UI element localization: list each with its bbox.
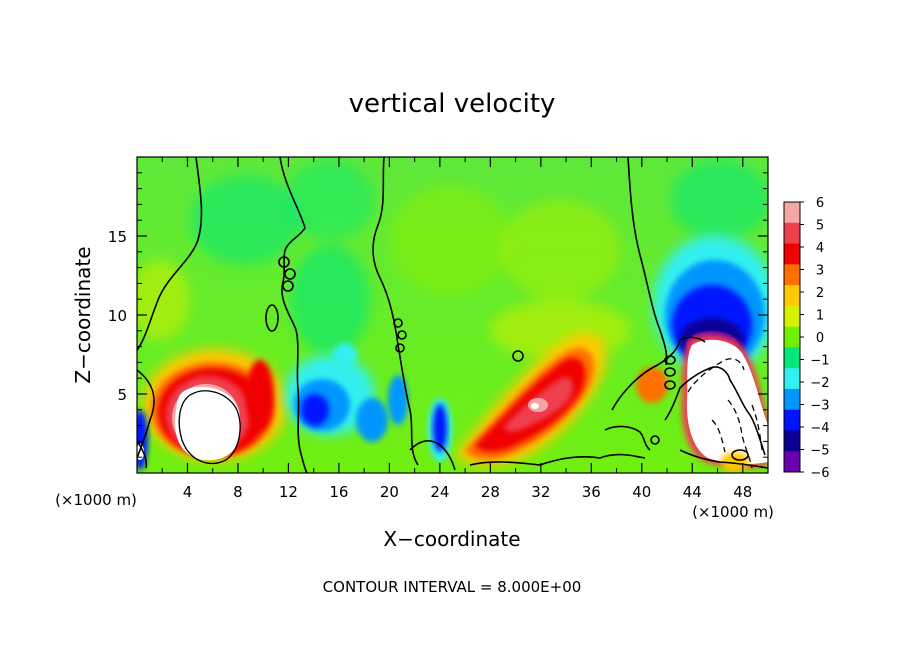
contour-line-dashed bbox=[687, 358, 745, 393]
contour-line bbox=[137, 369, 155, 459]
contour-line bbox=[731, 449, 749, 461]
chart-title: vertical velocity bbox=[349, 89, 556, 119]
contour-line bbox=[178, 390, 241, 464]
y-tick-label: 15 bbox=[108, 228, 127, 246]
right-system bbox=[636, 235, 768, 472]
contour-line bbox=[279, 157, 308, 473]
colorbar-swatch bbox=[784, 347, 800, 369]
narrow-downdraft bbox=[428, 398, 452, 462]
colorbar-swatch bbox=[784, 202, 800, 224]
colorbar-label: 4 bbox=[816, 241, 824, 256]
contour-line bbox=[137, 157, 203, 351]
colorbar-swatch bbox=[784, 326, 800, 348]
colorbar-label: 3 bbox=[816, 264, 824, 279]
left-updraft bbox=[137, 349, 287, 470]
contour-line bbox=[409, 440, 456, 471]
velocity-field bbox=[137, 157, 768, 473]
colorbar: 6 5 4 3 2 1 0 −1 −2 −3 −4 −5 −6 bbox=[783, 196, 830, 481]
x-tick-label: 20 bbox=[380, 483, 399, 501]
contour-line bbox=[611, 336, 706, 411]
colorbar-label: 2 bbox=[816, 286, 824, 301]
dashed-contours bbox=[687, 358, 763, 469]
x-tick-label: 24 bbox=[430, 483, 449, 501]
contour-line bbox=[664, 355, 676, 365]
x-tick-label: 16 bbox=[329, 483, 348, 501]
contour-line bbox=[278, 256, 290, 268]
contour-line bbox=[679, 449, 768, 469]
contour-line-dashed bbox=[751, 404, 763, 451]
x-tick-label: 40 bbox=[632, 483, 651, 501]
contour-line bbox=[627, 157, 668, 366]
x-axis: 4 8 12 16 20 24 28 32 36 40 44 48 bbox=[161, 157, 752, 501]
x-unit-left: (×1000 m) bbox=[55, 491, 137, 509]
colorbar-label: −6 bbox=[810, 466, 829, 481]
y-tick-label: 10 bbox=[108, 307, 127, 325]
x-tick-label: 12 bbox=[279, 483, 298, 501]
colorbar-label: 5 bbox=[816, 219, 824, 234]
y-axis-label: Z−coordinate bbox=[71, 246, 95, 383]
x-tick-label: 4 bbox=[183, 483, 193, 501]
contour-line bbox=[372, 157, 419, 466]
x-unit-right: (×1000 m) bbox=[692, 503, 774, 521]
contour-line bbox=[265, 304, 279, 332]
x-tick-label: 32 bbox=[531, 483, 550, 501]
contour-line bbox=[664, 367, 676, 377]
contour-line bbox=[137, 439, 148, 469]
colorbar-swatch bbox=[784, 222, 800, 245]
contour-line bbox=[512, 350, 524, 362]
contour-line-dashed bbox=[711, 419, 726, 453]
colorbar-swatch bbox=[784, 368, 800, 390]
footer-note: CONTOUR INTERVAL = 8.000E+00 bbox=[323, 578, 582, 596]
x-axis-label: X−coordinate bbox=[383, 527, 520, 551]
colorbar-swatch bbox=[784, 264, 800, 286]
colorbar-label: −1 bbox=[810, 354, 829, 369]
colorbar-swatch bbox=[784, 388, 800, 411]
x-tick-label: 8 bbox=[233, 483, 243, 501]
y-axis: 5 10 15 bbox=[108, 172, 768, 458]
x-tick-label: 44 bbox=[683, 483, 702, 501]
contour-line bbox=[282, 280, 294, 292]
contour-line bbox=[395, 343, 405, 353]
sloping-updraft bbox=[455, 332, 606, 467]
colorbar-label: −3 bbox=[810, 399, 829, 414]
contour-line bbox=[604, 425, 651, 451]
central-downdraft bbox=[285, 343, 408, 442]
colorbar-label: 0 bbox=[816, 331, 824, 346]
colorbar-swatch bbox=[784, 285, 800, 307]
contour-lines bbox=[137, 157, 768, 473]
colorbar-label: −4 bbox=[810, 421, 829, 436]
contour-line bbox=[393, 318, 403, 328]
colorbar-label: 1 bbox=[816, 309, 824, 324]
contour-line bbox=[284, 268, 296, 280]
x-tick-label: 48 bbox=[733, 483, 752, 501]
colorbar-label: 6 bbox=[816, 196, 824, 211]
x-tick-label: 28 bbox=[481, 483, 500, 501]
colorbar-label: −5 bbox=[810, 444, 829, 459]
x-tick-label: 36 bbox=[582, 483, 601, 501]
colorbar-label: −2 bbox=[810, 376, 829, 391]
contour-line bbox=[664, 380, 676, 390]
contour-line bbox=[469, 453, 646, 466]
y-tick-label: 5 bbox=[117, 386, 127, 404]
contour-line bbox=[397, 330, 407, 340]
colorbar-swatch bbox=[784, 305, 800, 328]
colorbar-swatch bbox=[784, 430, 800, 452]
colorbar-swatch bbox=[784, 451, 800, 473]
contour-line bbox=[664, 366, 766, 456]
colorbar-swatch bbox=[784, 243, 800, 265]
contour-line bbox=[650, 435, 660, 445]
colorbar-swatch bbox=[784, 409, 800, 431]
contour-line-dashed bbox=[727, 399, 753, 469]
